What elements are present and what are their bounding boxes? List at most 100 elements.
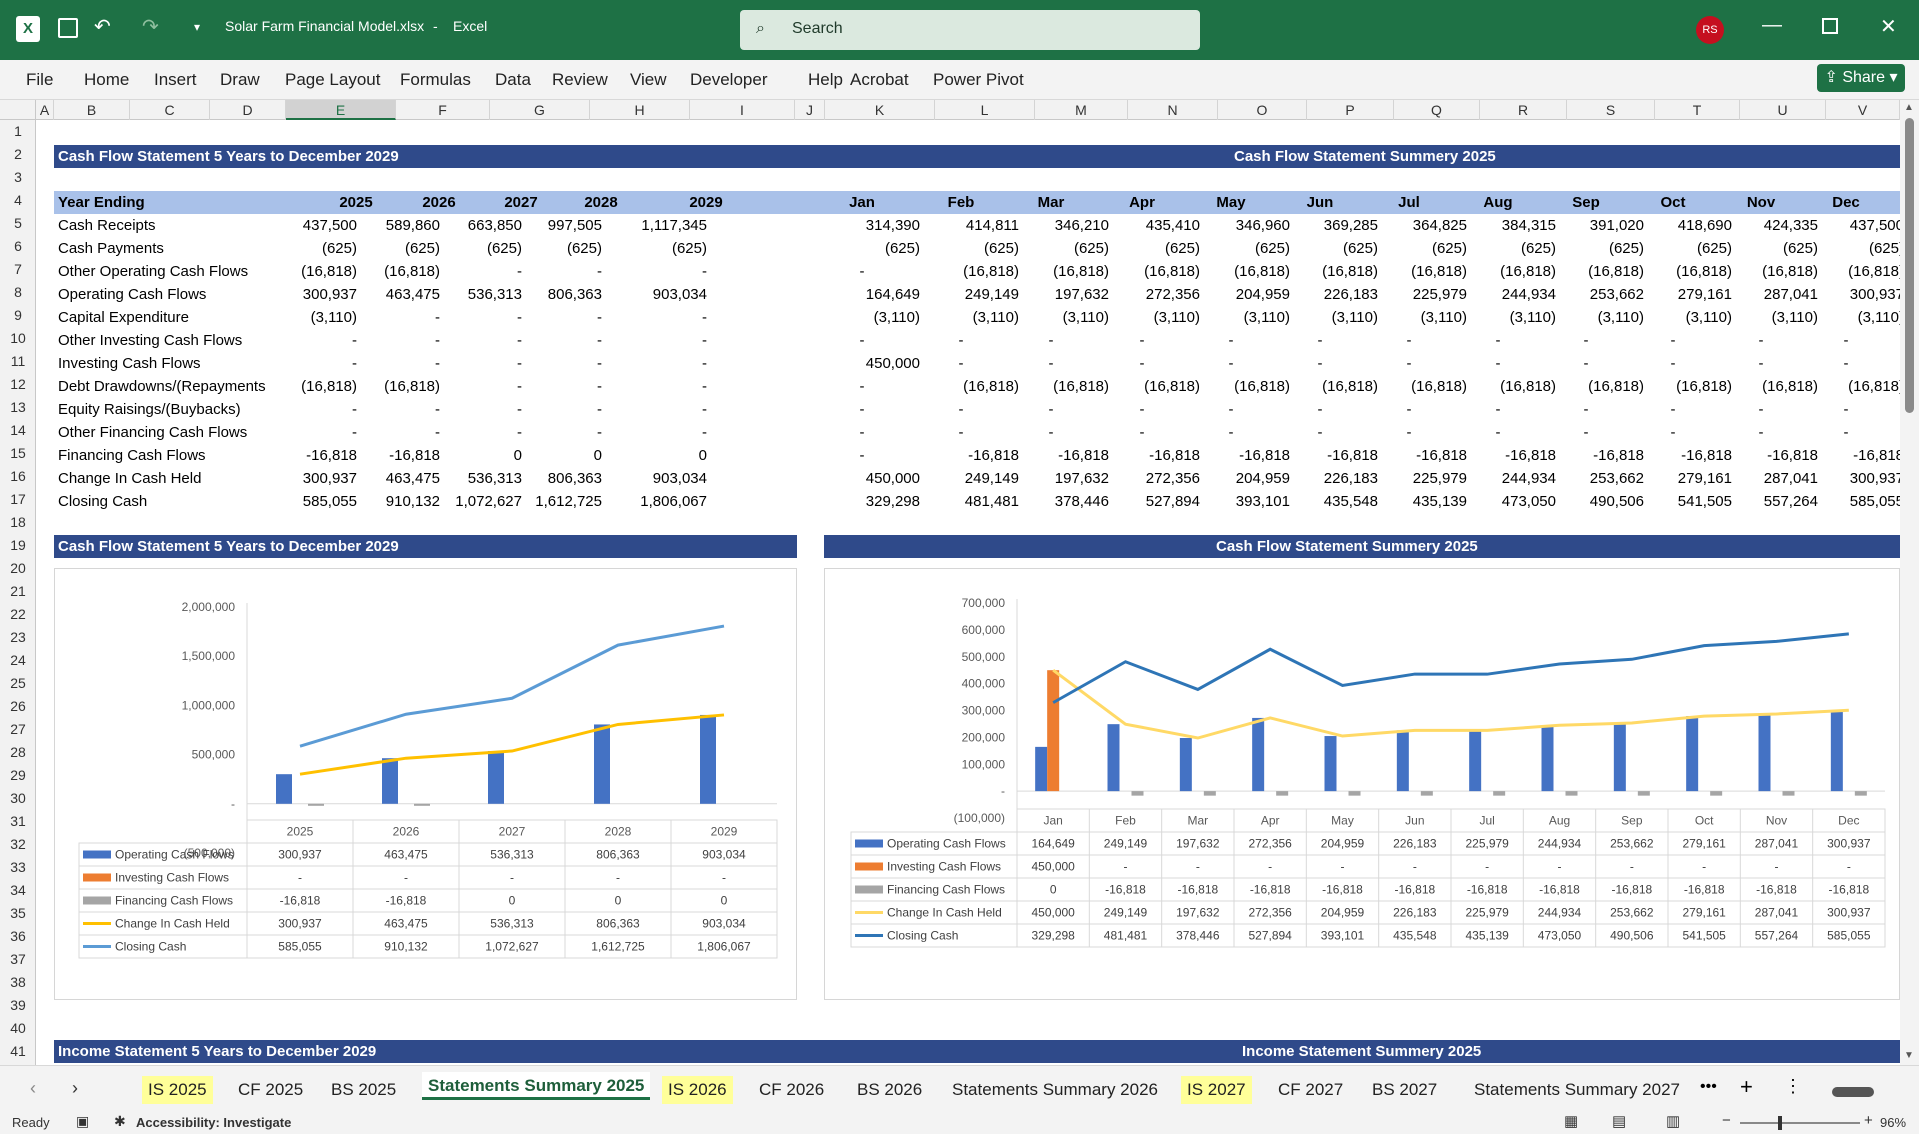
row-header-22[interactable]: 22	[10, 606, 26, 622]
column-header-P[interactable]: P	[1307, 100, 1394, 120]
row-header-38[interactable]: 38	[10, 974, 26, 990]
column-header-H[interactable]: H	[590, 100, 690, 120]
row-header-7[interactable]: 7	[14, 261, 22, 277]
row-header-21[interactable]: 21	[10, 583, 26, 599]
zoom-out-icon[interactable]: −	[1722, 1112, 1731, 1129]
sheet-tab-0[interactable]: IS 2025	[142, 1076, 213, 1104]
zoom-slider[interactable]	[1740, 1116, 1860, 1130]
row-header-6[interactable]: 6	[14, 238, 22, 254]
row-header-27[interactable]: 27	[10, 721, 26, 737]
sheet-tab-9[interactable]: CF 2027	[1278, 1080, 1344, 1099]
column-header-F[interactable]: F	[396, 100, 490, 120]
column-header-U[interactable]: U	[1740, 100, 1826, 120]
minimize-icon[interactable]: —	[1762, 14, 1782, 36]
column-header-J[interactable]: J	[795, 100, 825, 120]
row-header-26[interactable]: 26	[10, 698, 26, 714]
ribbon-tab-9[interactable]: Developer	[690, 70, 768, 89]
avatar[interactable]: RS	[1696, 16, 1724, 44]
ribbon-tab-4[interactable]: Page Layout	[285, 70, 381, 89]
scroll-up-icon[interactable]: ▲	[1904, 102, 1914, 113]
sheet-tab-4[interactable]: IS 2026	[662, 1076, 733, 1104]
row-header-4[interactable]: 4	[14, 192, 22, 208]
column-header-Q[interactable]: Q	[1394, 100, 1480, 120]
ribbon-tab-2[interactable]: Insert	[154, 70, 197, 89]
ribbon-tab-8[interactable]: View	[630, 70, 667, 89]
ribbon-tab-7[interactable]: Review	[552, 70, 608, 89]
row-header-17[interactable]: 17	[10, 491, 26, 507]
column-header-T[interactable]: T	[1655, 100, 1740, 120]
row-header-14[interactable]: 14	[10, 422, 26, 438]
worksheet-grid[interactable]: Cash Flow Statement 5 Years to December …	[36, 120, 1900, 1065]
row-header-24[interactable]: 24	[10, 652, 26, 668]
row-header-11[interactable]: 11	[10, 353, 26, 369]
ribbon-tab-5[interactable]: Formulas	[400, 70, 471, 89]
row-header-18[interactable]: 18	[10, 514, 26, 530]
row-header-25[interactable]: 25	[10, 675, 26, 691]
add-sheet-icon[interactable]: +	[1740, 1074, 1753, 1099]
column-header-B[interactable]: B	[54, 100, 130, 120]
row-header-31[interactable]: 31	[10, 813, 26, 829]
share-button[interactable]: ⇪ Share ▾	[1817, 64, 1905, 92]
column-header-G[interactable]: G	[490, 100, 590, 120]
zoom-level[interactable]: 96%	[1880, 1115, 1907, 1130]
normal-view-icon[interactable]: ▦	[1564, 1113, 1579, 1130]
row-header-34[interactable]: 34	[10, 882, 26, 898]
sheet-tab-8[interactable]: IS 2027	[1181, 1076, 1252, 1104]
row-header-15[interactable]: 15	[10, 445, 26, 461]
row-header-33[interactable]: 33	[10, 859, 26, 875]
ribbon-tab-1[interactable]: Home	[84, 70, 130, 89]
row-header-35[interactable]: 35	[10, 905, 26, 921]
column-header-S[interactable]: S	[1567, 100, 1655, 120]
macro-recorder-icon[interactable]: ▣	[76, 1113, 90, 1129]
row-header-1[interactable]: 1	[14, 123, 22, 139]
hscroll-thumb[interactable]	[1832, 1087, 1874, 1097]
column-header-R[interactable]: R	[1480, 100, 1567, 120]
column-header-D[interactable]: D	[210, 100, 286, 120]
column-header-A[interactable]: A	[36, 100, 54, 120]
vertical-scrollbar[interactable]: ▲ ▼	[1900, 100, 1919, 1065]
row-header-37[interactable]: 37	[10, 951, 26, 967]
scroll-thumb[interactable]	[1905, 118, 1914, 413]
row-header-16[interactable]: 16	[10, 468, 26, 484]
row-header-2[interactable]: 2	[14, 146, 22, 162]
column-header-N[interactable]: N	[1128, 100, 1218, 120]
row-header-12[interactable]: 12	[10, 376, 26, 392]
column-header-K[interactable]: K	[825, 100, 935, 120]
redo-icon[interactable]: ↷	[142, 16, 159, 38]
more-sheets-icon[interactable]: •••	[1700, 1078, 1717, 1095]
row-header-19[interactable]: 19	[10, 537, 26, 553]
page-layout-view-icon[interactable]: ▤	[1612, 1113, 1627, 1130]
sheet-tab-11[interactable]: Statements Summary 2027	[1474, 1080, 1680, 1099]
save-icon[interactable]	[58, 18, 78, 38]
close-icon[interactable]: ✕	[1880, 16, 1897, 38]
zoom-slider-thumb[interactable]	[1778, 1116, 1782, 1130]
row-header-41[interactable]: 41	[10, 1043, 26, 1059]
scroll-down-icon[interactable]: ▼	[1904, 1050, 1914, 1061]
row-header-23[interactable]: 23	[10, 629, 26, 645]
ribbon-tab-3[interactable]: Draw	[220, 70, 260, 89]
zoom-in-icon[interactable]: +	[1864, 1112, 1873, 1129]
row-header-10[interactable]: 10	[10, 330, 26, 346]
sheet-tab-7[interactable]: Statements Summary 2026	[952, 1080, 1158, 1099]
sheet-tab-1[interactable]: CF 2025	[238, 1080, 304, 1099]
chart1-area[interactable]: 2,000,000 1,500,000 1,000,000 500,000 - (500,…	[54, 568, 797, 1000]
row-header-3[interactable]: 3	[14, 169, 22, 185]
customize-qat-icon[interactable]: ▾	[194, 20, 201, 34]
sheet-tab-3[interactable]: Statements Summary 2025	[422, 1072, 651, 1100]
ribbon-tab-11[interactable]: Acrobat	[850, 70, 909, 89]
column-header-E[interactable]: E	[286, 100, 396, 120]
row-header-8[interactable]: 8	[14, 284, 22, 300]
row-header-32[interactable]: 32	[10, 836, 26, 852]
column-header-O[interactable]: O	[1218, 100, 1307, 120]
row-header-9[interactable]: 9	[14, 307, 22, 323]
restore-icon[interactable]	[1822, 18, 1838, 34]
select-all-corner[interactable]	[0, 100, 36, 120]
row-header-39[interactable]: 39	[10, 997, 26, 1013]
page-break-view-icon[interactable]: ▥	[1666, 1113, 1681, 1130]
accessibility-status[interactable]: Accessibility: Investigate	[136, 1115, 292, 1130]
row-header-29[interactable]: 29	[10, 767, 26, 783]
ribbon-tab-6[interactable]: Data	[495, 70, 531, 89]
prev-sheet-icon[interactable]: ‹	[30, 1078, 36, 1098]
next-sheet-icon[interactable]: ›	[72, 1078, 78, 1098]
row-header-13[interactable]: 13	[10, 399, 26, 415]
